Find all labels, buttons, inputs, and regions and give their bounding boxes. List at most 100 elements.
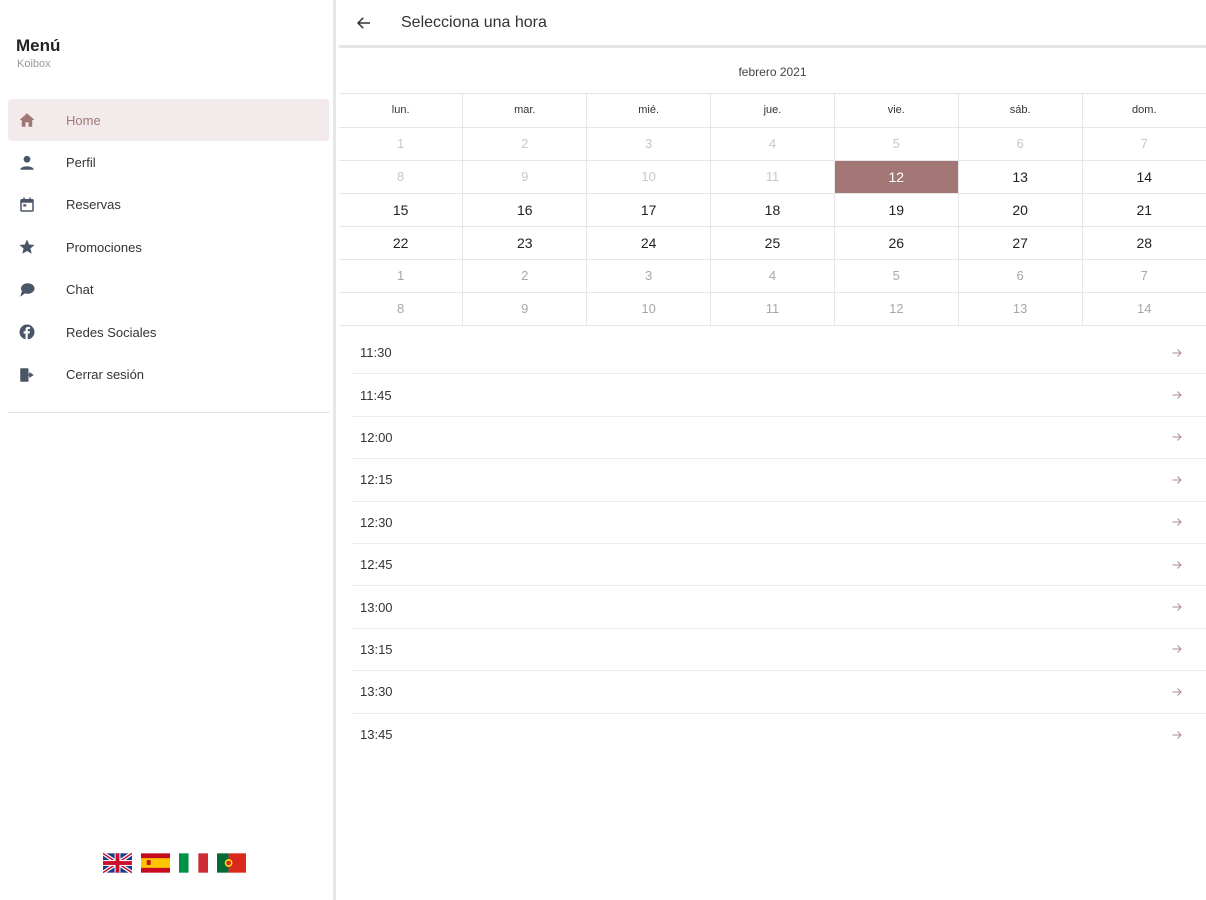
weekday-label: mié. bbox=[586, 94, 712, 128]
back-button[interactable] bbox=[353, 12, 375, 34]
calendar-day[interactable]: 20 bbox=[957, 192, 1083, 227]
time-slot[interactable]: 12:00 bbox=[351, 417, 1206, 460]
time-slot-label: 13:45 bbox=[360, 727, 393, 743]
calendar-week-row: 22 23 24 25 26 27 28 bbox=[339, 225, 1206, 260]
time-slot[interactable]: 11:30 bbox=[351, 332, 1206, 375]
sidebar-item-reservas[interactable]: Reservas bbox=[8, 184, 329, 226]
calendar-day-disabled: 7 bbox=[1081, 126, 1206, 161]
time-slot-label: 12:15 bbox=[360, 472, 393, 488]
sidebar-item-promociones[interactable]: Promociones bbox=[8, 226, 329, 268]
portugal-flag-icon[interactable] bbox=[217, 852, 246, 874]
calendar-day-disabled: 4 bbox=[710, 126, 835, 161]
sidebar-item-cerrar-sesion[interactable]: Cerrar sesión bbox=[8, 353, 329, 395]
calendar-day[interactable]: 21 bbox=[1081, 192, 1206, 227]
calendar-day-next-month[interactable]: 9 bbox=[462, 291, 588, 326]
time-slot-label: 13:00 bbox=[360, 599, 393, 615]
calendar-day[interactable]: 28 bbox=[1081, 225, 1206, 260]
weekday-label: dom. bbox=[1081, 94, 1206, 128]
calendar-day[interactable]: 14 bbox=[1081, 159, 1206, 194]
calendar-day[interactable]: 27 bbox=[957, 225, 1083, 260]
calendar-day[interactable]: 15 bbox=[339, 192, 464, 227]
time-slot[interactable]: 12:15 bbox=[351, 459, 1206, 502]
sidebar-item-chat[interactable]: Chat bbox=[8, 269, 329, 311]
star-icon bbox=[8, 238, 46, 256]
calendar-day[interactable]: 24 bbox=[586, 225, 712, 260]
home-icon bbox=[8, 111, 46, 129]
calendar-day-next-month[interactable]: 4 bbox=[710, 258, 835, 293]
calendar-day-next-month[interactable]: 10 bbox=[586, 291, 712, 326]
time-slot[interactable]: 13:45 bbox=[351, 714, 1206, 756]
sidebar-item-label: Redes Sociales bbox=[66, 324, 157, 340]
calendar-day[interactable]: 18 bbox=[710, 192, 835, 227]
time-slot[interactable]: 12:45 bbox=[351, 544, 1206, 587]
uk-flag-icon[interactable] bbox=[103, 852, 132, 874]
arrow-right-icon bbox=[1170, 430, 1184, 444]
calendar-day-next-month[interactable]: 14 bbox=[1081, 291, 1206, 326]
weekday-label: lun. bbox=[339, 94, 464, 128]
calendar-day-next-month[interactable]: 7 bbox=[1081, 258, 1206, 293]
time-slot[interactable]: 13:15 bbox=[351, 629, 1206, 672]
time-slot-label: 12:30 bbox=[360, 514, 393, 530]
time-slot[interactable]: 12:30 bbox=[351, 502, 1206, 544]
calendar-day-next-month[interactable]: 1 bbox=[339, 258, 464, 293]
time-slot-label: 13:15 bbox=[360, 641, 393, 657]
arrow-right-icon bbox=[1170, 600, 1184, 614]
calendar-day[interactable]: 17 bbox=[586, 192, 712, 227]
calendar-day[interactable]: 16 bbox=[462, 192, 588, 227]
calendar-day-next-month[interactable]: 2 bbox=[462, 258, 588, 293]
calendar-week-row: 15 16 17 18 19 20 21 bbox=[339, 192, 1206, 227]
calendar-day[interactable]: 22 bbox=[339, 225, 464, 260]
language-selector bbox=[103, 852, 246, 874]
arrow-right-icon bbox=[1170, 685, 1184, 699]
arrow-right-icon bbox=[1170, 558, 1184, 572]
sidebar-item-home[interactable]: Home bbox=[8, 99, 329, 142]
sidebar-nav: Home Perfil Reservas Promociones Chat bbox=[8, 99, 329, 396]
menu-title: Menú bbox=[16, 36, 61, 55]
sidebar-item-redes-sociales[interactable]: Redes Sociales bbox=[8, 311, 329, 353]
sidebar-item-perfil[interactable]: Perfil bbox=[8, 141, 329, 183]
calendar-day[interactable]: 25 bbox=[710, 225, 835, 260]
sidebar: Menú Koibox Home Perfil Reservas Promoci… bbox=[0, 0, 336, 900]
sidebar-item-label: Home bbox=[66, 112, 101, 128]
calendar-day[interactable]: 19 bbox=[833, 192, 959, 227]
calendar-day-next-month[interactable]: 3 bbox=[586, 258, 712, 293]
arrow-right-icon bbox=[1170, 642, 1184, 656]
arrow-right-icon bbox=[1170, 473, 1184, 487]
menu-subtitle: Koibox bbox=[17, 58, 51, 70]
weekday-label: sáb. bbox=[957, 94, 1083, 128]
time-slot[interactable]: 13:00 bbox=[351, 586, 1206, 629]
chat-icon bbox=[8, 281, 46, 299]
calendar: febrero 2021 lun. mar. mié. jue. vie. sá… bbox=[339, 50, 1206, 326]
calendar-week-row: 1 2 3 4 5 6 7 bbox=[339, 126, 1206, 161]
calendar-day-next-month[interactable]: 8 bbox=[339, 291, 464, 326]
calendar-day-disabled: 9 bbox=[462, 159, 588, 194]
italy-flag-icon[interactable] bbox=[179, 852, 208, 874]
calendar-day-next-month[interactable]: 5 bbox=[833, 258, 959, 293]
sidebar-item-label: Reservas bbox=[66, 197, 121, 213]
calendar-grid: lun. mar. mié. jue. vie. sáb. dom. 1 2 3… bbox=[339, 94, 1206, 326]
calendar-day-disabled: 11 bbox=[710, 159, 835, 194]
calendar-day-next-month[interactable]: 11 bbox=[710, 291, 835, 326]
top-bar: Selecciona una hora bbox=[339, 0, 1206, 48]
calendar-day-disabled: 10 bbox=[586, 159, 712, 194]
calendar-day-disabled: 1 bbox=[339, 126, 464, 161]
calendar-month-label: febrero 2021 bbox=[339, 50, 1206, 94]
time-slot-label: 11:30 bbox=[360, 345, 392, 361]
time-slot[interactable]: 13:30 bbox=[351, 671, 1206, 714]
calendar-day[interactable]: 26 bbox=[833, 225, 959, 260]
calendar-day-next-month[interactable]: 6 bbox=[957, 258, 1083, 293]
calendar-day[interactable]: 23 bbox=[462, 225, 588, 260]
calendar-day[interactable]: 13 bbox=[957, 159, 1083, 194]
calendar-icon bbox=[8, 196, 46, 214]
calendar-day-disabled: 3 bbox=[586, 126, 712, 161]
facebook-icon bbox=[8, 323, 46, 341]
calendar-day-next-month[interactable]: 13 bbox=[957, 291, 1083, 326]
calendar-day-next-month[interactable]: 12 bbox=[833, 291, 959, 326]
time-slot[interactable]: 11:45 bbox=[351, 374, 1206, 417]
time-slot-list: 11:30 11:45 12:00 12:15 12:30 12:45 13:0… bbox=[351, 332, 1206, 756]
arrow-right-icon bbox=[1170, 346, 1184, 360]
calendar-day-disabled: 2 bbox=[462, 126, 588, 161]
spain-flag-icon[interactable] bbox=[141, 852, 170, 874]
calendar-day-selected[interactable]: 12 bbox=[833, 159, 959, 194]
time-slot-label: 11:45 bbox=[360, 387, 392, 403]
